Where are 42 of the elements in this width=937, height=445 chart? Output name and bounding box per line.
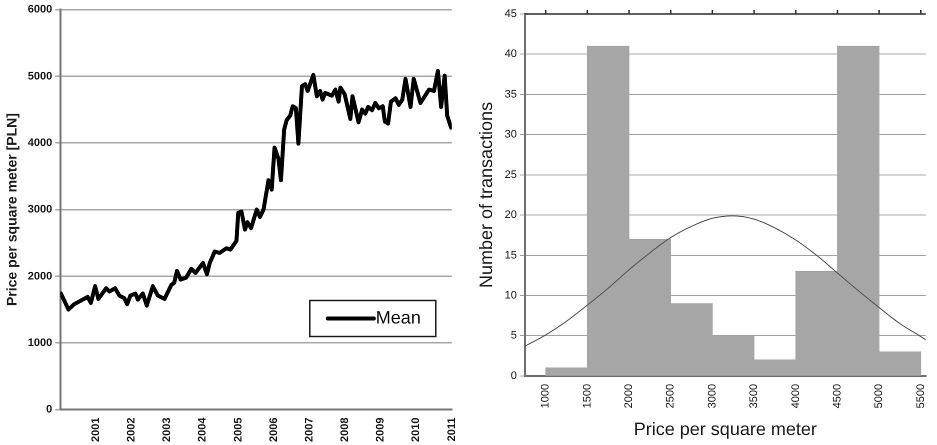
x-tick-label: 2006 (268, 418, 280, 442)
y-tick-label: 35 (504, 88, 517, 100)
y-tick-label: 6000 (28, 4, 52, 16)
y-axis-title: Number of transactions (476, 102, 496, 288)
x-tick-label: 2007 (303, 418, 316, 442)
y-tick-label: 25 (504, 168, 517, 181)
y-tick-label: 40 (504, 48, 517, 60)
y-tick-label: 4000 (28, 136, 52, 149)
y-tick-label: 3000 (28, 204, 52, 216)
y-tick-label: 2000 (28, 270, 52, 282)
x-tick-label: 4000 (790, 384, 802, 408)
x-tick-label: 2003 (161, 418, 174, 442)
x-tick-label: 2000 (623, 384, 636, 408)
x-tick-label: 1000 (540, 384, 552, 408)
x-tick-label: 4500 (831, 384, 844, 408)
y-tick-label: 5 (510, 330, 517, 342)
x-tick-label: 5000 (873, 384, 886, 408)
y-tick-label: 30 (504, 128, 517, 141)
x-tick-label: 2008 (339, 418, 352, 442)
x-tick-label: 3500 (748, 384, 760, 408)
x-tick-label: 2005 (232, 418, 244, 442)
y-tick-label: 5000 (28, 70, 52, 82)
x-tick-label: 1500 (581, 384, 594, 408)
y-axis-title: Price per square meter [PLN] (3, 113, 20, 306)
x-tick-label: 2004 (196, 416, 209, 442)
x-tick-label: 2011 (446, 418, 458, 442)
y-tick-label: 0 (510, 370, 517, 382)
x-tick-label: 2002 (125, 418, 138, 442)
x-tick-label: 5500 (914, 384, 927, 408)
legend-label: Mean (376, 308, 421, 328)
x-tick-label: 2009 (374, 418, 387, 442)
y-tick-label: 15 (504, 249, 517, 262)
x-axis-title: Price per square meter (634, 419, 817, 440)
y-tick-label: 20 (504, 209, 517, 222)
y-tick-label: 10 (504, 290, 517, 302)
x-tick-label: 2010 (410, 418, 422, 442)
y-tick-label: 45 (504, 8, 517, 20)
y-tick-label: 0 (46, 404, 52, 416)
x-tick-label: 3000 (706, 384, 718, 408)
x-tick-label: 2500 (664, 384, 677, 408)
y-tick-label: 1000 (28, 336, 52, 349)
x-tick-label: 2001 (90, 418, 102, 442)
